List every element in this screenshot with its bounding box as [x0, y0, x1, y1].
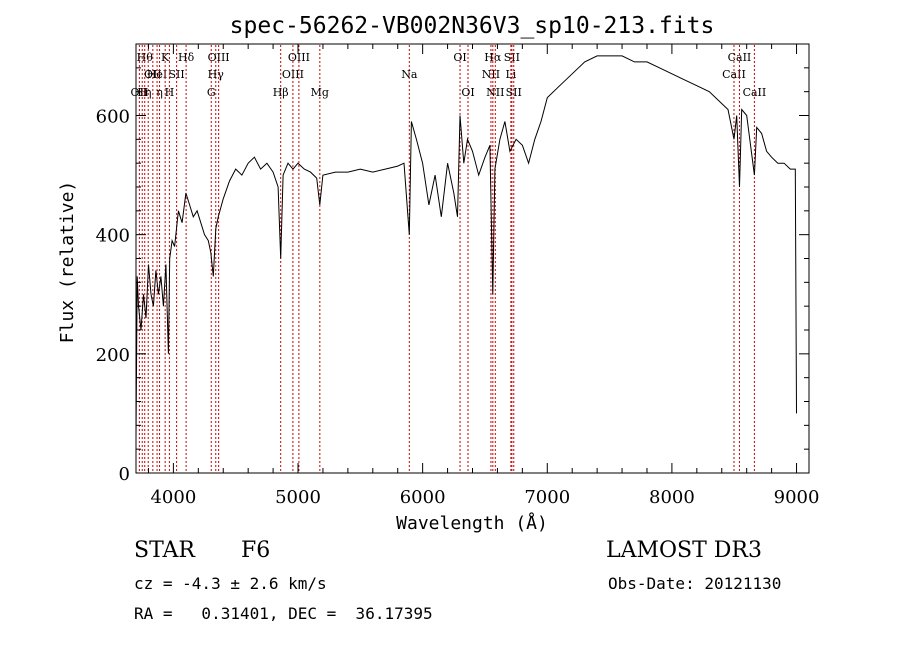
line-marker-label: Hβ	[273, 86, 289, 99]
line-marker-label: η	[145, 86, 152, 99]
line-markers: OIIHHθηOIIHeIηKHSIIHδGHγOIIIHβOIIIOIIIMg…	[131, 45, 767, 472]
y-tick-label: 600	[96, 107, 130, 128]
line-marker-label: H	[165, 86, 175, 99]
class-label: STAR	[134, 538, 195, 563]
line-marker-label: SII	[506, 86, 522, 99]
cz-value: cz = -4.3 ± 2.6 km/s	[134, 574, 327, 593]
line-marker-label: Mg	[311, 86, 329, 99]
y-tick-label: 400	[96, 226, 130, 247]
line-marker-label: G	[207, 86, 216, 99]
x-tick-label: 7000	[524, 487, 570, 508]
line-marker-label: OI	[453, 51, 466, 64]
obs-date: Obs-Date: 20121130	[608, 574, 782, 593]
line-marker-label: K	[161, 51, 170, 64]
line-marker-label: Hγ	[208, 68, 225, 81]
x-axis-label: Wavelength (Å)	[396, 512, 548, 534]
line-marker-label: H	[137, 86, 147, 99]
chart-title: spec-56262-VB002N36V3_sp10-213.fits	[230, 13, 715, 39]
line-marker-label: CaII	[728, 51, 752, 64]
y-tick-label: 0	[119, 464, 130, 485]
line-marker-label: Hα	[484, 51, 502, 64]
y-tick-label: 200	[96, 345, 130, 366]
line-marker-label: NII	[482, 68, 500, 81]
line-marker-label: Na	[401, 68, 418, 81]
x-tick-label: 9000	[774, 487, 820, 508]
y-axis-label: Flux (relative)	[57, 181, 78, 344]
line-marker-label: OIII	[282, 68, 304, 81]
line-marker-label: Hδ	[178, 51, 195, 64]
line-marker-label: HeI	[147, 68, 167, 81]
spectrum-line	[135, 55, 797, 438]
line-marker-label: OII	[131, 86, 149, 99]
axes: 4000 5000 6000 7000 8000 9000 0 200 400 600	[96, 44, 820, 508]
line-marker-label: OIII	[288, 51, 310, 64]
survey-label: LAMOST DR3	[606, 538, 762, 563]
line-marker-label: OI	[461, 86, 474, 99]
line-marker-label: Li	[505, 68, 516, 81]
line-marker-label: SII	[169, 68, 185, 81]
line-marker-label: Hθ	[137, 51, 154, 64]
plot-frame	[135, 43, 810, 474]
line-marker-label: CaII	[743, 86, 767, 99]
x-tick-label: 6000	[400, 487, 446, 508]
subclass-label: F6	[241, 538, 271, 563]
line-marker-label: NII	[486, 86, 504, 99]
coordinates: RA = 0.31401, DEC = 36.17395	[134, 604, 433, 623]
line-marker-label: η	[156, 86, 163, 99]
line-marker-label: OIII	[208, 51, 230, 64]
x-tick-label: 4000	[150, 487, 196, 508]
x-tick-label: 8000	[649, 487, 695, 508]
line-marker-label: CaII	[722, 68, 746, 81]
x-tick-label: 5000	[275, 487, 321, 508]
line-marker-label: SII	[504, 51, 520, 64]
